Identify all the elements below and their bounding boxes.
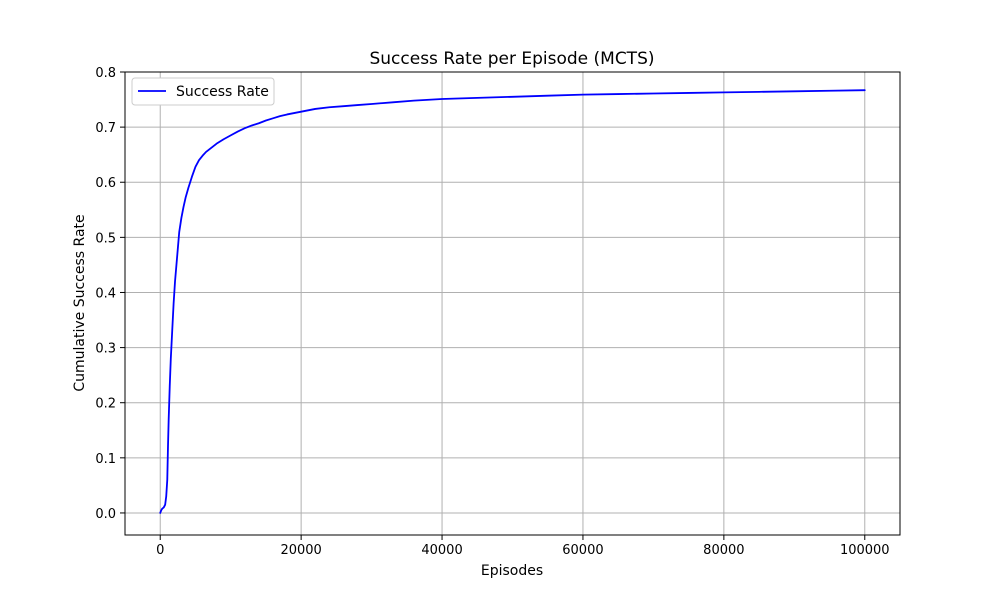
y-tick-label: 0.2	[95, 397, 116, 412]
y-tick-label: 0.7	[95, 121, 116, 136]
x-tick-label: 100000	[840, 543, 890, 558]
x-axis-label: Episodes	[481, 563, 543, 579]
y-tick-label: 0.3	[95, 342, 116, 357]
y-tick-label: 0.4	[95, 286, 116, 301]
x-tick-label: 40000	[421, 543, 462, 558]
legend-box	[131, 77, 275, 106]
y-tick-label: 0.6	[95, 176, 116, 191]
legend: Success Rate	[131, 77, 275, 106]
axis-ticks: 0 20000 40000 60000 80000 100000 0.0 0.1 0.2 0.3 0…	[95, 66, 889, 558]
x-tick-label: 80000	[703, 543, 744, 558]
series-line-success-rate	[159, 89, 866, 514]
chart-title: Success Rate per Episode (MCTS)	[369, 49, 654, 69]
x-tick-label: 20000	[280, 543, 321, 558]
y-tick-label: 0.0	[95, 507, 116, 522]
y-tick-label: 0.5	[95, 231, 116, 246]
legend-label-success-rate: Success Rate	[176, 84, 269, 100]
plot-frame	[124, 71, 901, 536]
y-tick-label: 0.1	[95, 452, 116, 467]
y-axis-label: Cumulative Success Rate	[72, 214, 88, 391]
y-tick-label: 0.8	[95, 66, 116, 81]
x-tick-label: 0	[156, 543, 164, 558]
x-tick-label: 60000	[562, 543, 603, 558]
series-lines	[159, 89, 866, 514]
